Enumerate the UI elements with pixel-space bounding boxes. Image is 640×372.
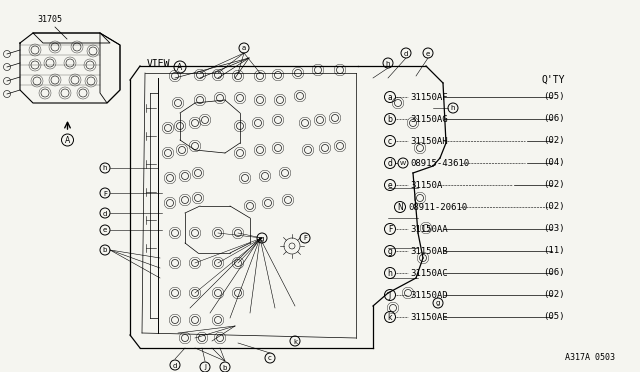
Text: 31150AH: 31150AH bbox=[410, 137, 447, 145]
Text: J: J bbox=[204, 365, 206, 371]
Text: A: A bbox=[177, 63, 182, 72]
Text: k: k bbox=[388, 313, 392, 322]
Text: b: b bbox=[388, 115, 392, 124]
Text: h: h bbox=[103, 166, 108, 171]
Text: c: c bbox=[388, 137, 392, 146]
Text: N: N bbox=[397, 203, 403, 212]
Text: F: F bbox=[388, 225, 392, 234]
Text: J: J bbox=[389, 291, 391, 300]
Text: b: b bbox=[223, 365, 227, 371]
Text: 31150AD: 31150AD bbox=[410, 291, 447, 299]
Text: 31150AF: 31150AF bbox=[410, 93, 447, 102]
Text: A: A bbox=[65, 136, 70, 145]
Text: e: e bbox=[426, 51, 430, 57]
Text: h: h bbox=[388, 269, 392, 278]
Text: 31150AC: 31150AC bbox=[410, 269, 447, 278]
Text: d: d bbox=[173, 362, 177, 369]
Text: 31150AG: 31150AG bbox=[410, 115, 447, 124]
Text: (02): (02) bbox=[543, 180, 565, 189]
Text: (06): (06) bbox=[543, 269, 565, 278]
Text: k: k bbox=[293, 339, 297, 344]
Text: h: h bbox=[451, 106, 455, 112]
Text: VIEW: VIEW bbox=[147, 59, 170, 69]
Text: d: d bbox=[388, 159, 392, 168]
Text: c: c bbox=[268, 356, 272, 362]
Text: g: g bbox=[260, 235, 264, 241]
Text: (02): (02) bbox=[543, 202, 565, 212]
Text: d: d bbox=[103, 211, 107, 217]
Text: (11): (11) bbox=[543, 247, 565, 256]
Text: (06): (06) bbox=[543, 115, 565, 124]
Text: 08915-43610: 08915-43610 bbox=[410, 158, 469, 167]
Text: (02): (02) bbox=[543, 291, 565, 299]
Text: W: W bbox=[400, 161, 406, 166]
Text: e: e bbox=[388, 181, 392, 190]
Text: a: a bbox=[388, 93, 392, 102]
Text: 31150AA: 31150AA bbox=[410, 224, 447, 234]
Text: e: e bbox=[103, 228, 107, 234]
Text: Q'TY: Q'TY bbox=[541, 75, 565, 85]
Text: 08911-20610: 08911-20610 bbox=[408, 202, 467, 212]
Text: g: g bbox=[388, 247, 392, 256]
Text: b: b bbox=[103, 247, 107, 253]
Text: (03): (03) bbox=[543, 224, 565, 234]
Text: 31150A: 31150A bbox=[410, 180, 442, 189]
Text: 31705: 31705 bbox=[37, 15, 62, 24]
Text: (04): (04) bbox=[543, 158, 565, 167]
Text: d: d bbox=[404, 51, 408, 57]
Text: (05): (05) bbox=[543, 93, 565, 102]
Text: (05): (05) bbox=[543, 312, 565, 321]
Text: 31150AE: 31150AE bbox=[410, 312, 447, 321]
Text: (02): (02) bbox=[543, 137, 565, 145]
Text: g: g bbox=[436, 301, 440, 307]
Text: F: F bbox=[303, 235, 307, 241]
Text: A317A 0503: A317A 0503 bbox=[565, 353, 615, 362]
Text: F: F bbox=[103, 190, 107, 196]
Text: 31150AB: 31150AB bbox=[410, 247, 447, 256]
Text: h: h bbox=[386, 61, 390, 67]
Text: a: a bbox=[242, 45, 246, 51]
